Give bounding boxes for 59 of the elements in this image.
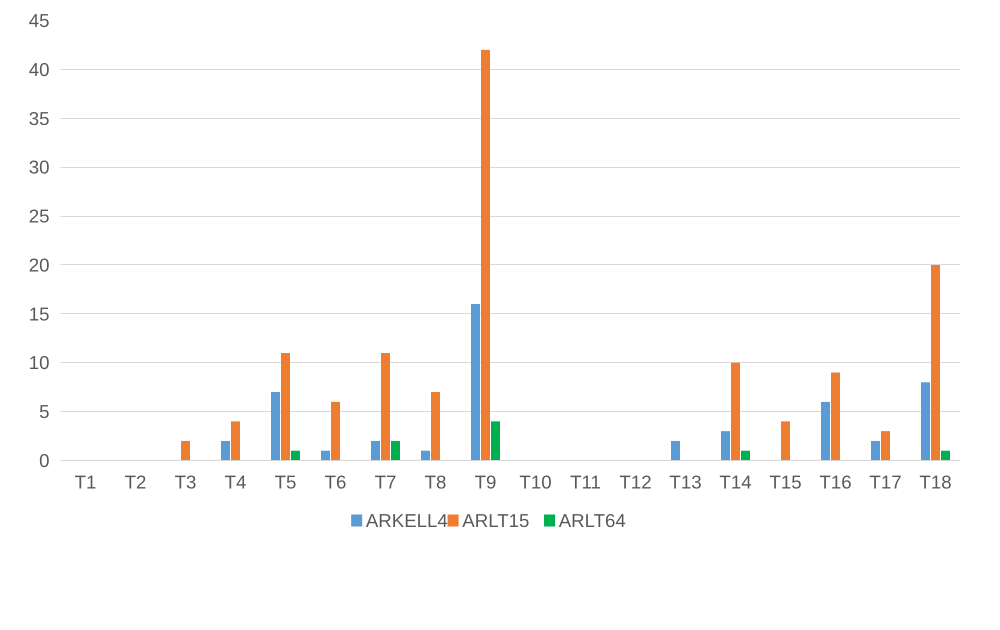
y-tick-label: 5: [39, 401, 50, 422]
bar: [741, 450, 750, 460]
bar: [421, 450, 430, 460]
bar: [271, 392, 280, 460]
x-tick-label: T7: [374, 472, 396, 492]
y-tick-label: 35: [28, 108, 50, 129]
x-tick-label: T16: [819, 472, 852, 492]
bar: [731, 362, 740, 460]
bar: [391, 440, 400, 460]
bar: [281, 352, 290, 460]
bar: [331, 402, 340, 460]
y-tick-label: 10: [28, 352, 50, 374]
y-tick-label: 45: [28, 10, 50, 31]
x-tick-label: T15: [769, 472, 802, 492]
bar: [371, 440, 380, 460]
x-tick-label: T6: [324, 472, 346, 492]
y-tick-label: 15: [28, 303, 50, 324]
x-tick-label: T3: [174, 472, 196, 492]
y-tick-label: 0: [39, 450, 50, 471]
x-tick-label: T10: [519, 472, 552, 492]
x-tick-label: T5: [274, 472, 296, 492]
bar: [941, 450, 950, 460]
y-tick-label: 25: [28, 206, 50, 227]
bar: [671, 440, 680, 460]
bar: [181, 440, 190, 460]
legend-label: ARLT15: [462, 510, 530, 531]
x-tick-label: T8: [424, 472, 446, 492]
bar: [471, 304, 480, 460]
bar: [831, 372, 840, 460]
x-tick-label: T1: [74, 472, 96, 492]
x-tick-label: T18: [919, 472, 952, 492]
bar: [721, 431, 730, 460]
bar: [431, 392, 440, 460]
x-tick-label: T9: [474, 472, 496, 492]
x-tick-label: T13: [669, 472, 702, 492]
bar: [921, 382, 930, 460]
y-tick-label: 20: [28, 254, 50, 276]
bar: [481, 50, 490, 460]
bar: [491, 421, 500, 460]
bar: [931, 264, 940, 460]
x-tick-label: T2: [124, 472, 146, 492]
bar: [221, 440, 230, 460]
bar: [821, 402, 830, 460]
y-tick-label: 40: [28, 58, 50, 80]
bar: [321, 450, 330, 460]
bar: [291, 450, 300, 460]
x-tick-label: T17: [869, 472, 902, 492]
bar: [381, 352, 390, 460]
bar: [881, 431, 890, 460]
x-tick-label: T12: [619, 472, 652, 492]
y-tick-label: 30: [28, 156, 50, 178]
bar: [871, 440, 880, 460]
x-tick-label: T11: [570, 472, 601, 492]
x-tick-label: T14: [719, 472, 752, 492]
bar: [231, 421, 240, 460]
bar: [781, 421, 790, 460]
x-tick-label: T4: [224, 472, 246, 492]
legend-label: ARLT64: [558, 510, 626, 531]
legend-label: ARKELL4: [366, 510, 448, 531]
